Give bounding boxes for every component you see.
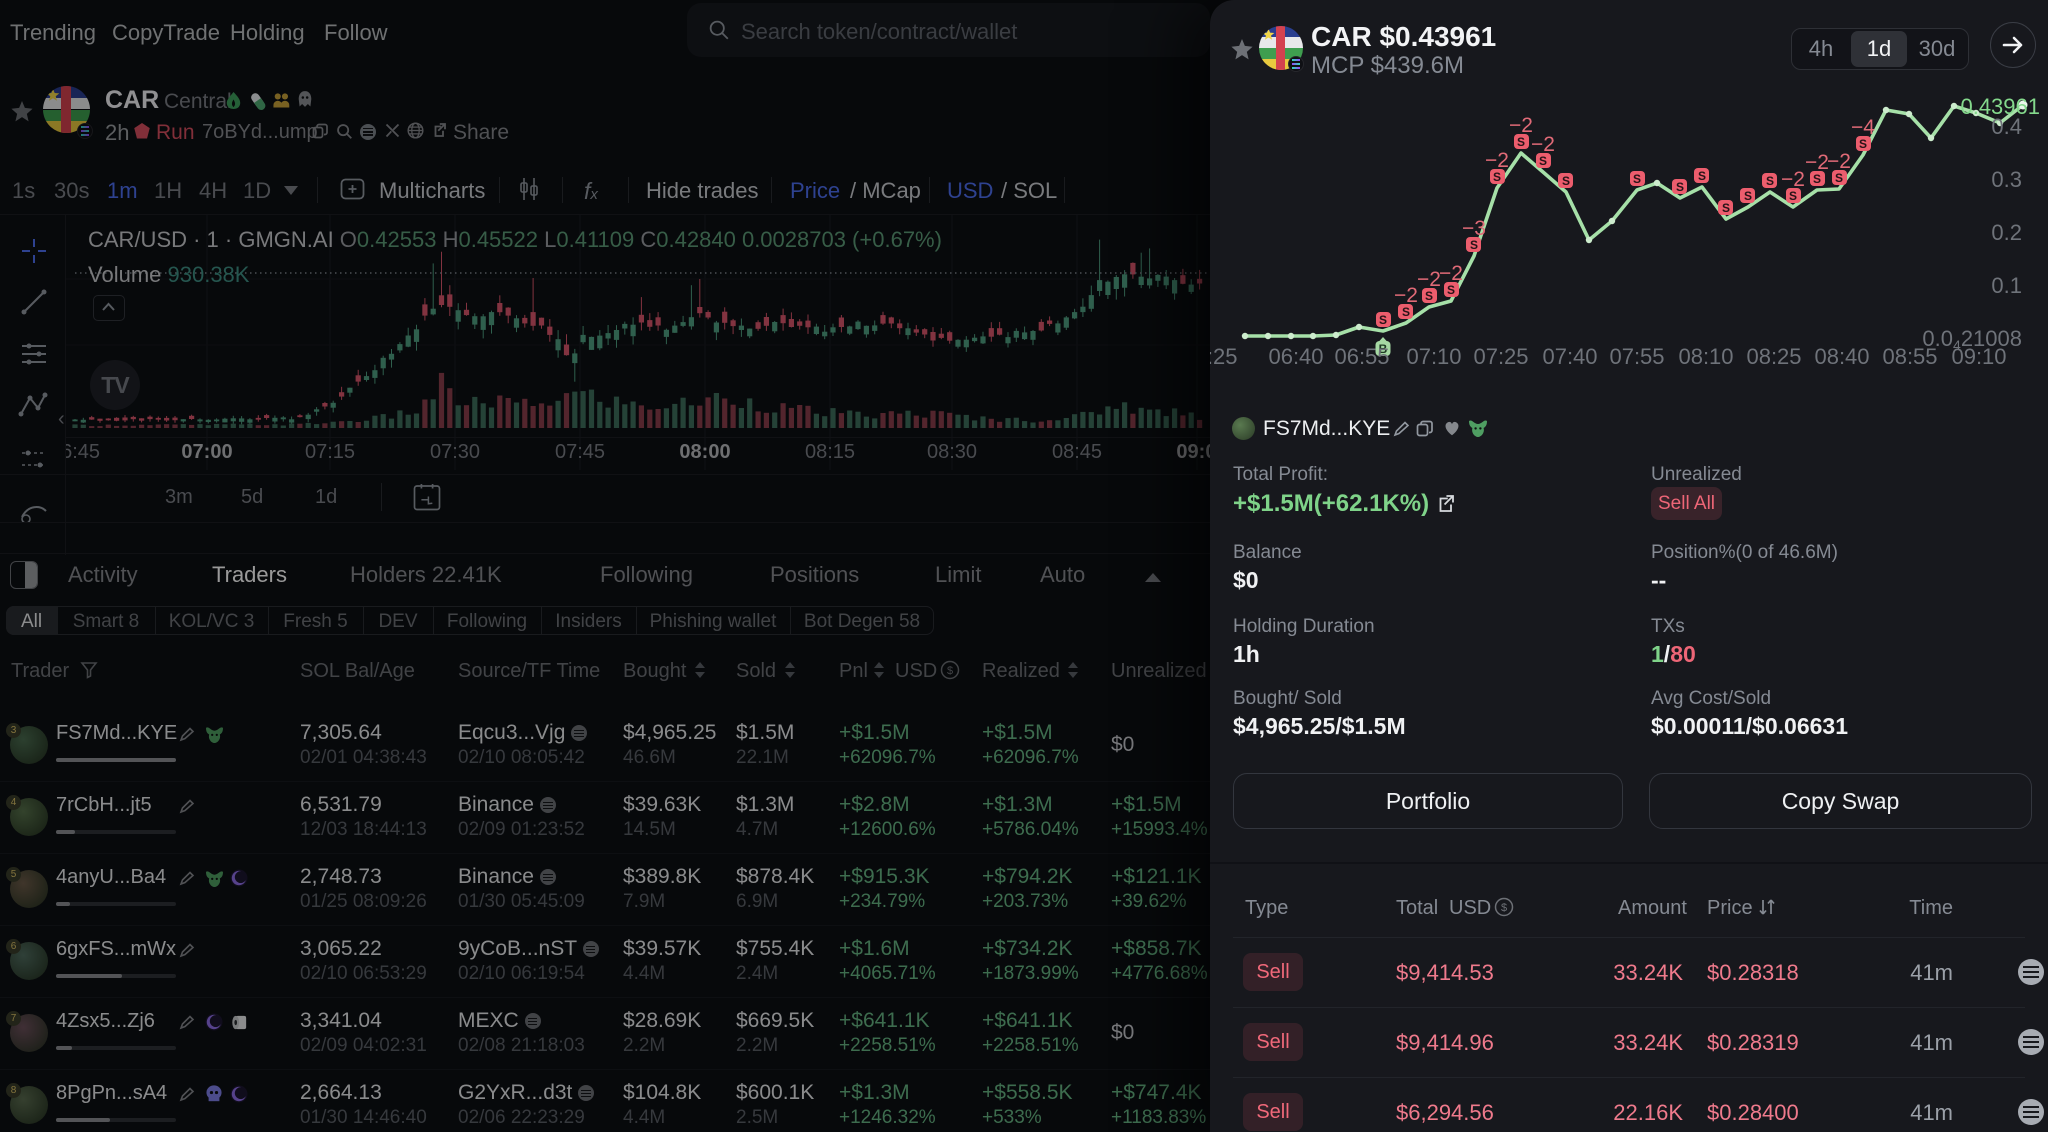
svg-text:−2: −2 (1439, 262, 1463, 285)
svg-text:−4: −4 (1851, 116, 1875, 139)
svg-text:S: S (1493, 170, 1501, 184)
svg-text:−2: −2 (1485, 149, 1509, 172)
svg-text:S: S (1813, 172, 1821, 186)
svg-text:−2: −2 (1394, 284, 1418, 307)
svg-text:−2: −2 (1805, 151, 1829, 174)
svg-text:S: S (1517, 135, 1525, 149)
svg-text:B: B (1379, 342, 1388, 356)
svg-text:S: S (1447, 283, 1455, 297)
svg-text:S: S (1633, 172, 1641, 186)
svg-text:S: S (1402, 305, 1410, 319)
svg-text:S: S (1698, 169, 1706, 183)
svg-text:S: S (1539, 154, 1547, 168)
svg-text:S: S (1835, 171, 1843, 185)
svg-text:S: S (1470, 238, 1478, 252)
svg-text:−2: −2 (1781, 168, 1805, 191)
svg-text:S: S (1859, 137, 1867, 151)
svg-text:S: S (1379, 313, 1387, 327)
svg-text:S: S (1425, 289, 1433, 303)
svg-text:$: $ (1501, 902, 1507, 914)
svg-text:S: S (1722, 201, 1730, 215)
svg-text:$: $ (947, 665, 953, 677)
svg-text:S: S (1766, 174, 1774, 188)
svg-text:−2: −2 (1417, 268, 1441, 291)
svg-text:S: S (1789, 189, 1797, 203)
svg-text:−2: −2 (1827, 150, 1851, 173)
svg-text:S: S (1744, 189, 1752, 203)
svg-text:−3: −3 (1462, 217, 1486, 240)
svg-text:−2: −2 (1531, 133, 1555, 156)
svg-text:S: S (1562, 174, 1570, 188)
svg-text:S: S (1676, 180, 1684, 194)
svg-text:−2: −2 (1509, 114, 1533, 137)
